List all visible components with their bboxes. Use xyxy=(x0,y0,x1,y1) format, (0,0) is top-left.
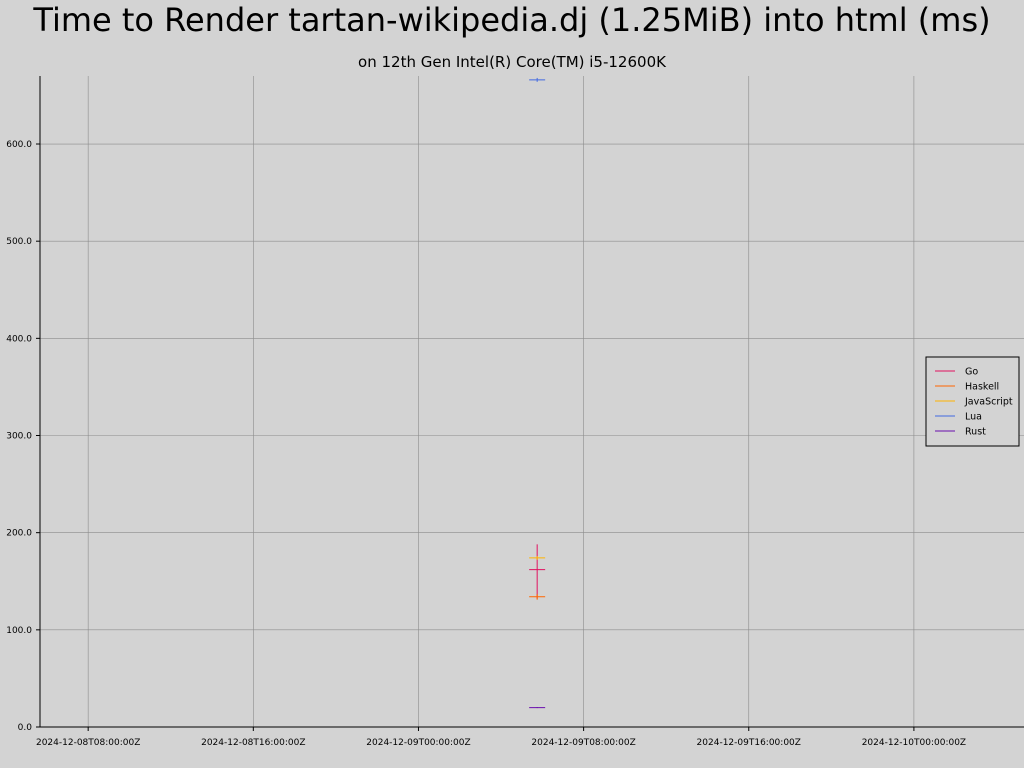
axes xyxy=(36,76,1024,731)
legend-label-rust: Rust xyxy=(965,427,986,438)
legend-label-lua: Lua xyxy=(965,412,982,423)
grid-lines xyxy=(40,76,1024,728)
y-tick-label: 200.0 xyxy=(6,529,32,539)
chart-title: Time to Render tartan-wikipedia.dj (1.25… xyxy=(33,1,991,39)
y-tick-label: 500.0 xyxy=(6,237,32,247)
legend: Go Haskell JavaScript Lua Rust xyxy=(925,356,1020,447)
y-tick-label: 100.0 xyxy=(6,626,32,636)
tick-labels: 0.0 100.0 200.0 300.0 400.0 500.0 600.0 2024-12… xyxy=(6,140,966,748)
x-tick-label: 2024-12-08T16:00:00Z xyxy=(201,738,305,748)
x-tick-label: 2024-12-10T00:00:00Z xyxy=(862,738,966,748)
chart-subtitle: on 12th Gen Intel(R) Core(TM) i5-12600K xyxy=(358,53,666,71)
x-tick-label: 2024-12-09T16:00:00Z xyxy=(697,738,801,748)
data-marks xyxy=(529,77,546,709)
y-tick-label: 400.0 xyxy=(6,334,32,344)
x-tick-label: 2024-12-09T08:00:00Z xyxy=(531,738,635,748)
x-tick-label: 2024-12-08T08:00:00Z xyxy=(36,738,140,748)
y-tick-label: 600.0 xyxy=(6,140,32,150)
legend-label-javascript: JavaScript xyxy=(964,397,1013,408)
y-tick-label: 300.0 xyxy=(6,432,32,442)
y-tick-label: 0.0 xyxy=(18,723,33,733)
x-tick-label: 2024-12-09T00:00:00Z xyxy=(366,738,470,748)
legend-label-haskell: Haskell xyxy=(965,382,999,393)
legend-label-go: Go xyxy=(965,367,978,378)
